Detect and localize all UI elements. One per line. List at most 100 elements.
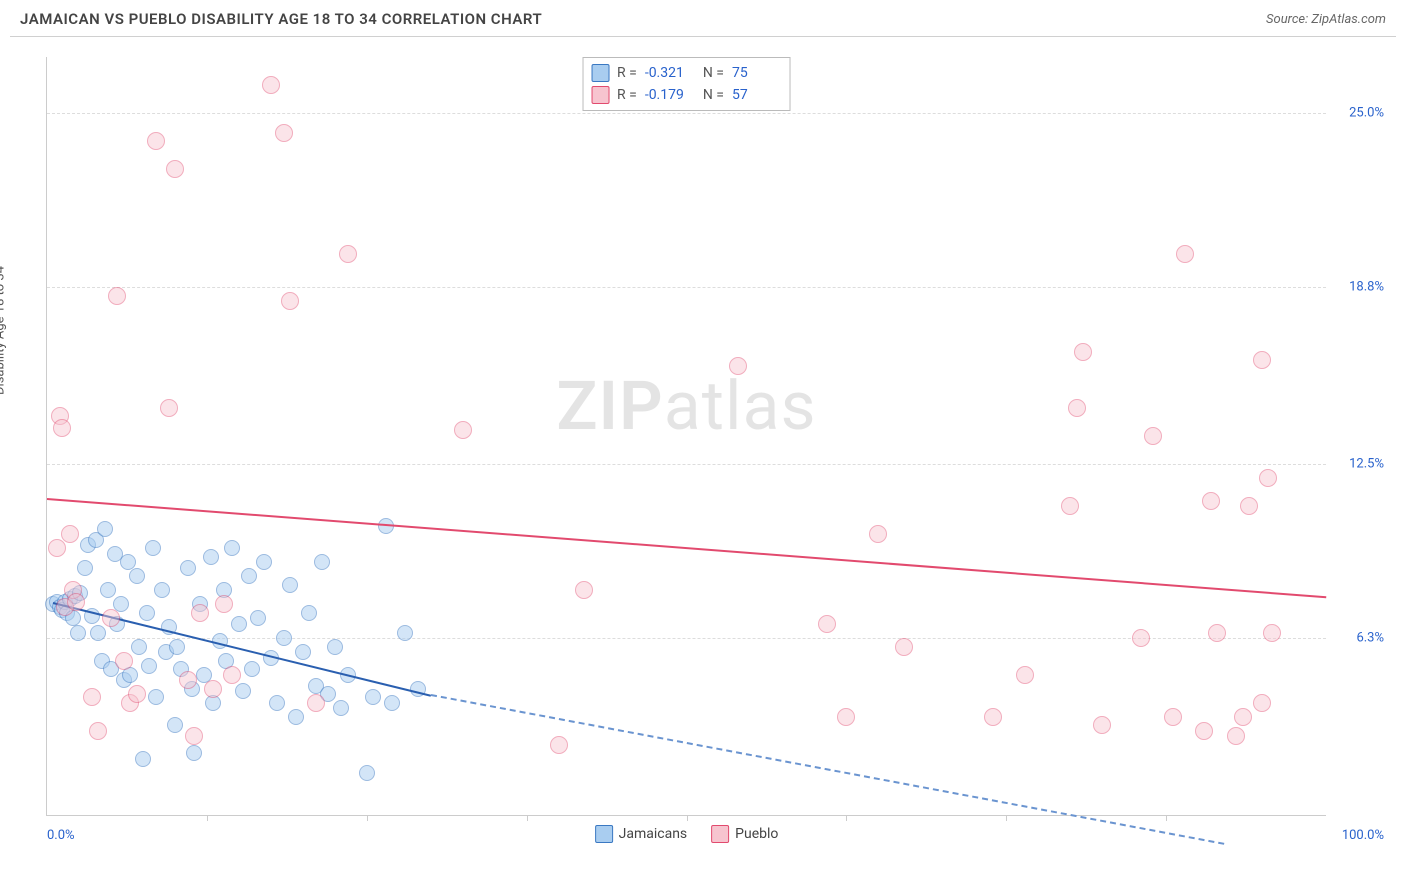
legend-label: Jamaicans <box>619 826 688 842</box>
data-point <box>169 639 185 655</box>
x-tick <box>207 815 208 821</box>
data-point <box>359 765 375 781</box>
data-point <box>147 132 165 150</box>
data-point <box>1208 624 1226 642</box>
data-point <box>1195 722 1213 740</box>
stats-swatch <box>591 64 609 82</box>
stats-r-value: -0.179 <box>645 87 695 103</box>
data-point <box>314 554 330 570</box>
data-point <box>231 616 247 632</box>
stats-r-value: -0.321 <box>645 65 695 81</box>
data-point <box>48 539 66 557</box>
data-point <box>235 683 251 699</box>
data-point <box>204 680 222 698</box>
data-point <box>895 638 913 656</box>
data-point <box>185 727 203 745</box>
data-point <box>70 625 86 641</box>
data-point <box>275 124 293 142</box>
data-point <box>128 685 146 703</box>
data-point <box>327 639 343 655</box>
data-point <box>729 357 747 375</box>
data-point <box>1240 497 1258 515</box>
data-point <box>269 695 285 711</box>
data-point <box>129 568 145 584</box>
data-point <box>307 694 325 712</box>
stats-r-label: R = <box>617 87 637 103</box>
data-point <box>1263 624 1281 642</box>
data-point <box>295 644 311 660</box>
data-point <box>135 751 151 767</box>
x-tick <box>687 815 688 821</box>
data-point <box>179 671 197 689</box>
data-point <box>818 615 836 633</box>
gridline <box>47 464 1326 465</box>
data-point <box>139 605 155 621</box>
data-point <box>148 689 164 705</box>
data-point <box>1144 427 1162 445</box>
data-point <box>837 708 855 726</box>
legend-swatch <box>595 825 613 843</box>
data-point <box>575 581 593 599</box>
data-point <box>1074 343 1092 361</box>
legend-swatch <box>711 825 729 843</box>
watermark: ZIPatlas <box>556 366 816 446</box>
x-tick <box>846 815 847 821</box>
legend-bottom: Jamaicans Pueblo <box>595 825 779 843</box>
data-point <box>191 604 209 622</box>
data-point <box>102 609 120 627</box>
data-point <box>186 745 202 761</box>
data-point <box>100 582 116 598</box>
legend-label: Pueblo <box>735 826 778 842</box>
data-point <box>550 736 568 754</box>
data-point <box>339 245 357 263</box>
data-point <box>288 709 304 725</box>
chart-container: Disability Age 18 to 34 ZIPatlas R =-0.3… <box>10 36 1396 866</box>
stats-legend-box: R = -0.321 N = 75 R = -0.179 N = 57 <box>582 57 791 111</box>
data-point <box>241 568 257 584</box>
stats-n-value: 75 <box>732 65 782 81</box>
data-point <box>256 554 272 570</box>
data-point <box>1016 666 1034 684</box>
data-point <box>77 560 93 576</box>
y-tick-label: 6.3% <box>1356 631 1384 646</box>
data-point <box>167 717 183 733</box>
data-point <box>1176 245 1194 263</box>
data-point <box>250 610 266 626</box>
data-point <box>1253 694 1271 712</box>
data-point <box>215 595 233 613</box>
data-point <box>61 525 79 543</box>
data-point <box>1132 629 1150 647</box>
legend-item: Jamaicans <box>595 825 688 843</box>
stats-row: R = -0.179 N = 57 <box>591 84 782 106</box>
data-point <box>115 652 133 670</box>
data-point <box>397 625 413 641</box>
data-point <box>1202 492 1220 510</box>
data-point <box>145 540 161 556</box>
data-point <box>67 593 85 611</box>
chart-source: Source: ZipAtlas.com <box>1266 12 1386 27</box>
data-point <box>131 639 147 655</box>
data-point <box>384 695 400 711</box>
x-axis-min-label: 0.0% <box>47 828 75 843</box>
data-point <box>224 540 240 556</box>
data-point <box>1061 497 1079 515</box>
data-point <box>180 560 196 576</box>
data-point <box>1259 469 1277 487</box>
stats-n-label: N = <box>703 87 724 103</box>
data-point <box>203 549 219 565</box>
data-point <box>108 287 126 305</box>
data-point <box>160 399 178 417</box>
chart-header: JAMAICAN VS PUEBLO DISABILITY AGE 18 TO … <box>0 0 1406 36</box>
watermark-zip: ZIP <box>556 366 663 446</box>
data-point <box>365 689 381 705</box>
stats-n-value: 57 <box>732 87 782 103</box>
data-point <box>53 419 71 437</box>
data-point <box>90 625 106 641</box>
data-point <box>1253 351 1271 369</box>
data-point <box>984 708 1002 726</box>
legend-item: Pueblo <box>711 825 778 843</box>
stats-n-label: N = <box>703 65 724 81</box>
x-tick <box>1006 815 1007 821</box>
data-point <box>223 666 241 684</box>
gridline <box>47 287 1326 288</box>
